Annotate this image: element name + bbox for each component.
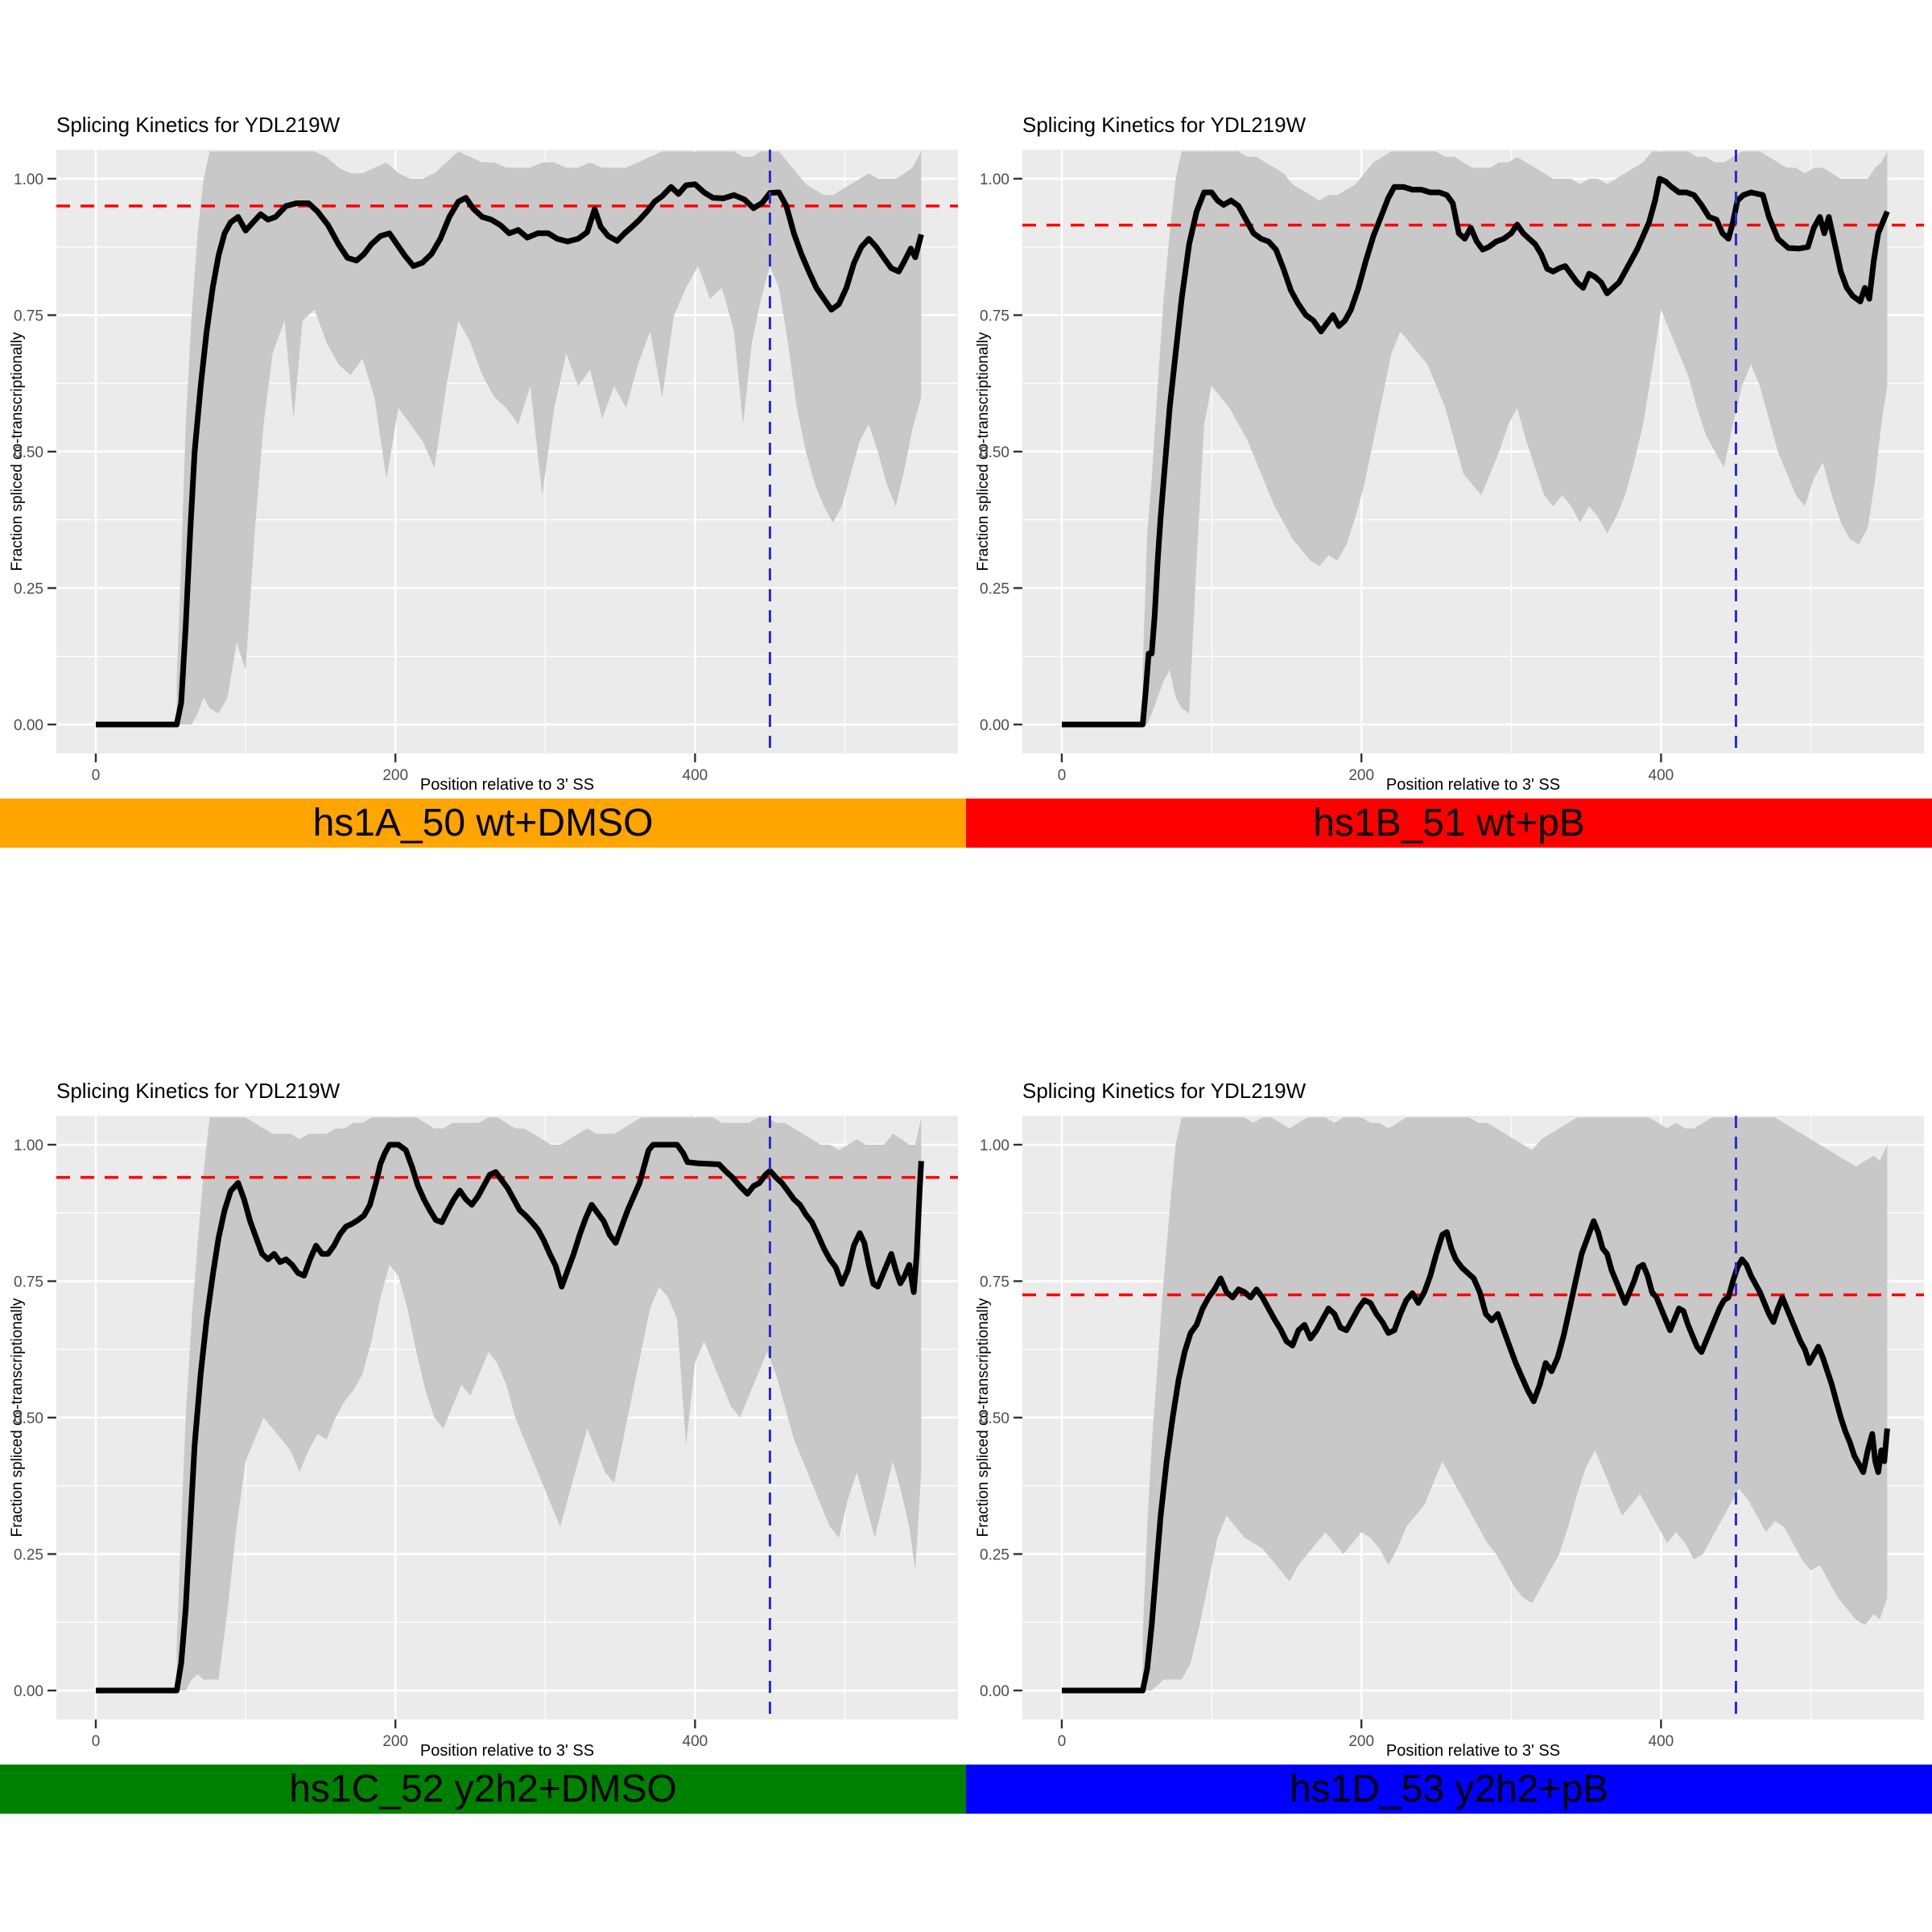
x-tick-label: 0: [1058, 767, 1067, 784]
x-tick-label: 0: [1058, 1733, 1067, 1750]
subplot-hs1B-51: Splicing Kinetics for YDL219W Fraction s…: [966, 0, 1932, 966]
confidence-band: [176, 1117, 922, 1690]
plot-area: 0 200 400 0.00 0.25 0.50 0.75 1.00: [980, 1116, 1924, 1750]
y-tick-label: 0.75: [980, 308, 1009, 325]
condition-banner: hs1C_52 y2h2+DMSO: [0, 1765, 966, 1814]
x-axis-title: Position relative to 3' SS: [1385, 1742, 1561, 1760]
y-tick-label: 1.00: [980, 1137, 1009, 1154]
y-tick-label: 0.00: [14, 1683, 43, 1700]
plot-title: Splicing Kinetics for YDL219W: [1022, 1079, 1307, 1103]
x-tick-label: 200: [1348, 1733, 1374, 1750]
y-tick-label: 1.00: [980, 171, 1009, 188]
subplot-hs1C-52: Splicing Kinetics for YDL219W Fraction s…: [0, 966, 966, 1932]
condition-banner: hs1A_50 wt+DMSO: [0, 799, 966, 848]
subplot-hs1A-50: Splicing Kinetics for YDL219W Fraction s…: [0, 0, 966, 966]
splicing-fraction-curve: [96, 1141, 924, 1694]
confidence-band: [176, 151, 922, 725]
x-tick-label: 400: [1649, 767, 1674, 784]
x-axis-title: Position relative to 3' SS: [419, 776, 595, 794]
x-axis-title: Position relative to 3' SS: [1385, 776, 1561, 794]
y-tick-label: 0.25: [980, 1547, 1009, 1564]
confidence-band: [1142, 151, 1888, 725]
x-tick-label: 200: [382, 1733, 408, 1750]
confidence-band: [1142, 1117, 1888, 1690]
splicing-fraction-curve: [1062, 1218, 1890, 1694]
y-tick-label: 0.50: [980, 1410, 1009, 1427]
splicing-fraction-curve: [1062, 175, 1890, 728]
plot-area: 0 200 400 0.00 0.25 0.50 0.75 1.00: [14, 1116, 958, 1750]
condition-banner: hs1D_53 y2h2+pB: [966, 1765, 1932, 1814]
plot-title: Splicing Kinetics for YDL219W: [56, 113, 341, 137]
y-tick-label: 0.50: [14, 444, 43, 461]
x-tick-label: 200: [1348, 767, 1374, 784]
x-tick-label: 200: [382, 767, 408, 784]
y-tick-label: 0.75: [14, 308, 43, 325]
plot-title: Splicing Kinetics for YDL219W: [56, 1079, 341, 1103]
y-tick-label: 1.00: [14, 171, 43, 188]
x-axis-title: Position relative to 3' SS: [419, 1742, 595, 1760]
y-tick-label: 0.00: [14, 717, 43, 734]
y-tick-label: 0.25: [14, 581, 43, 598]
plot-area: 0 200 400 0.00 0.25 0.50 0.75 1.00: [980, 150, 1924, 784]
plot-title: Splicing Kinetics for YDL219W: [1022, 113, 1307, 137]
condition-banner: hs1B_51 wt+pB: [966, 799, 1932, 848]
x-tick-label: 400: [1649, 1733, 1674, 1750]
y-tick-label: 0.00: [980, 1683, 1009, 1700]
y-tick-label: 0.50: [980, 444, 1009, 461]
y-tick-label: 0.00: [980, 717, 1009, 734]
subplot-hs1D-53: Splicing Kinetics for YDL219W Fraction s…: [966, 966, 1932, 1932]
y-tick-label: 0.50: [14, 1410, 43, 1427]
y-tick-label: 0.25: [14, 1547, 43, 1564]
x-tick-label: 400: [683, 1733, 708, 1750]
x-tick-label: 0: [92, 1733, 101, 1750]
x-tick-label: 0: [92, 767, 101, 784]
y-tick-label: 1.00: [14, 1137, 43, 1154]
x-tick-label: 400: [683, 767, 708, 784]
plot-area: 0 200 400 0.00 0.25 0.50 0.75 1.00: [14, 150, 958, 784]
y-tick-label: 0.75: [980, 1274, 1009, 1291]
y-tick-label: 0.75: [14, 1274, 43, 1291]
y-tick-label: 0.25: [980, 581, 1009, 598]
splicing-fraction-curve: [96, 181, 924, 728]
